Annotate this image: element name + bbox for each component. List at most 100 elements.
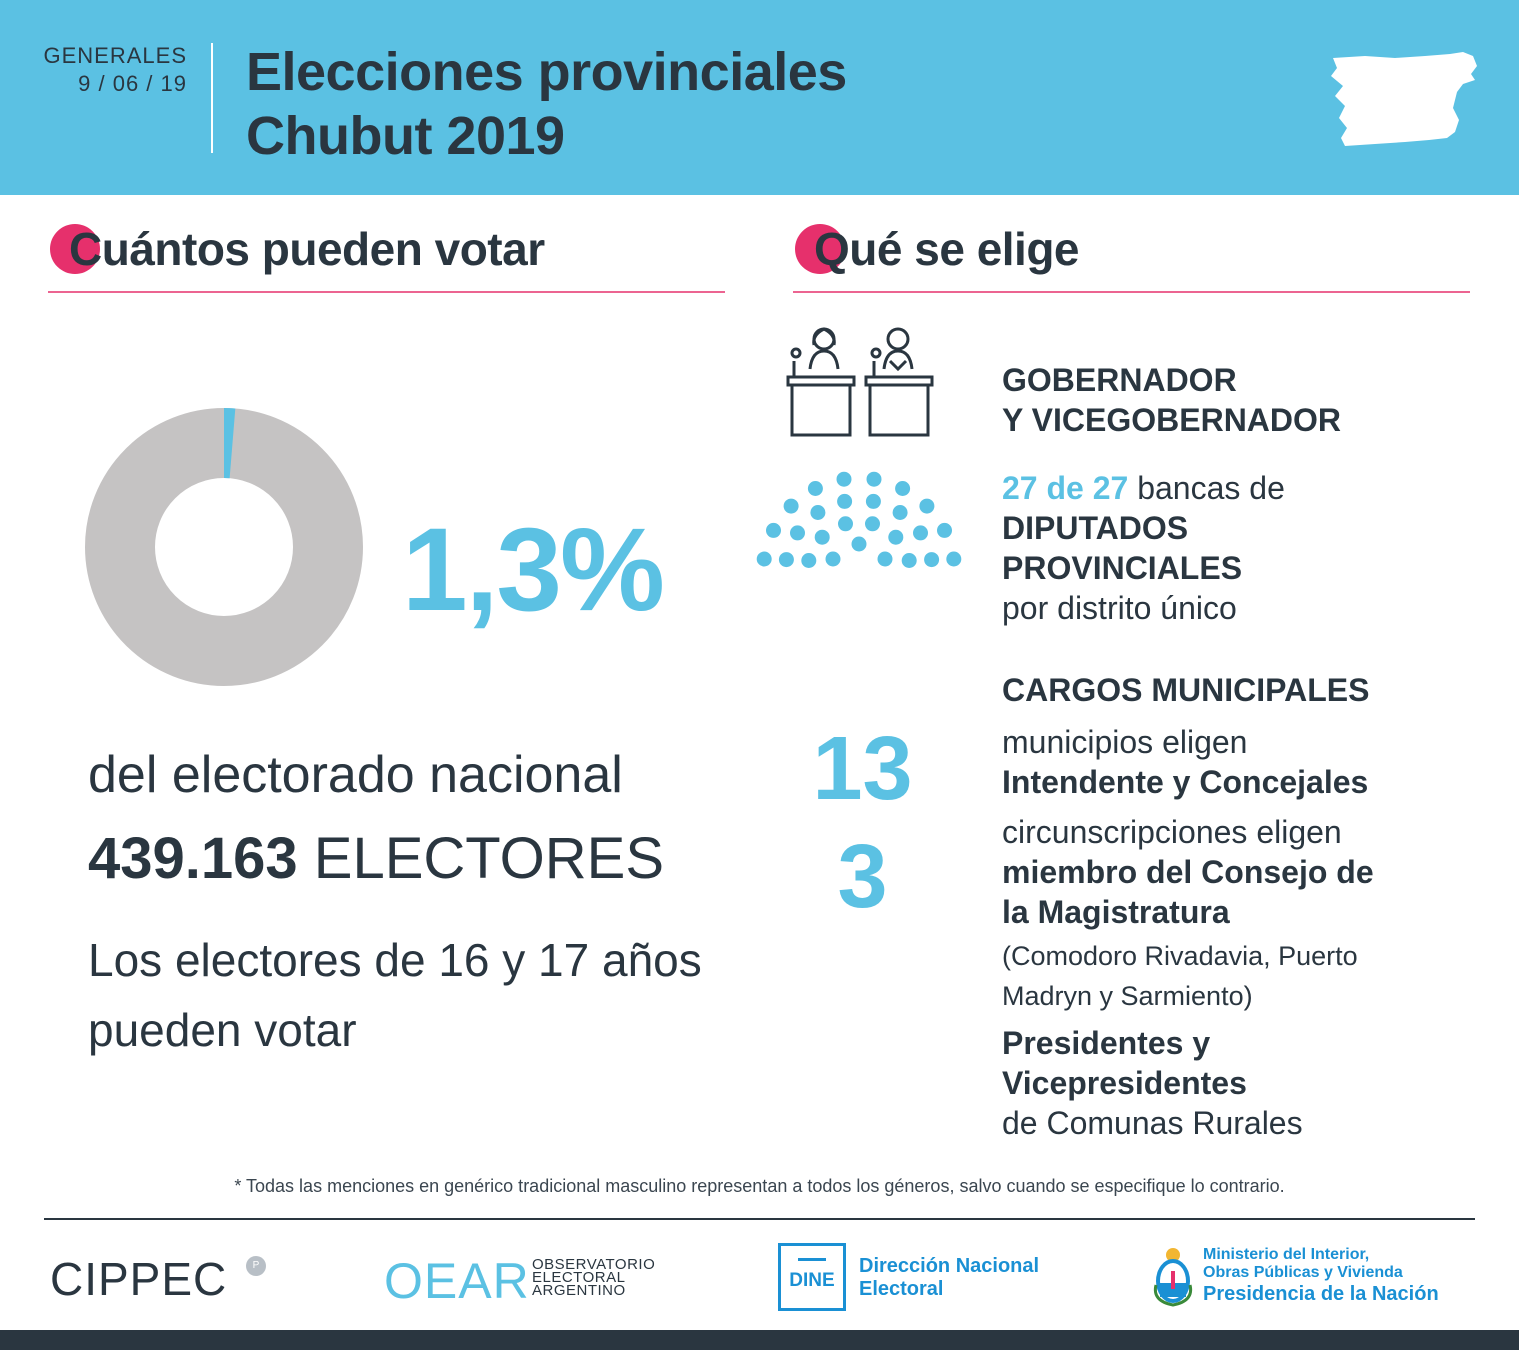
seat-dot — [778, 552, 794, 568]
governor-office: GOBERNADOR Y VICEGOBERNADOR — [1002, 360, 1341, 440]
voters-heading-underline — [48, 291, 725, 293]
dine-name: Dirección Nacional Electoral — [859, 1255, 1039, 1301]
seat-dot — [837, 493, 853, 509]
title-line-1: Elecciones provinciales — [246, 42, 847, 102]
deputies-title-line-1: DIPUTADOS — [1002, 510, 1189, 546]
deputies-seats: 27 de 27 — [1002, 470, 1129, 506]
circumscriptions-places: (Comodoro Rivadavia, Puerto Madryn y Sar… — [1002, 936, 1358, 1016]
seat-dot — [865, 493, 881, 509]
section-bullet-left — [50, 224, 100, 274]
seat-dot — [766, 522, 781, 538]
oear-line-1: OBSERVATORIO — [532, 1256, 656, 1273]
dine-logo-label: DINE — [789, 1270, 835, 1291]
oear-logo: OEAR — [384, 1253, 530, 1309]
election-type: GENERALES — [43, 43, 187, 68]
offices-heading-underline — [793, 291, 1470, 293]
seat-dot — [756, 551, 772, 567]
governor-line-2: Y VICEGOBERNADOR — [1002, 402, 1342, 438]
circumscriptions-places-line-2: Madryn y Sarmiento) — [1002, 981, 1253, 1011]
deputies-office: 27 de 27 bancas de DIPUTADOS PROVINCIALE… — [1002, 468, 1285, 628]
deputies-title-line-2: PROVINCIALES — [1002, 550, 1243, 586]
section-bullet-right — [795, 224, 845, 274]
rural-role-line-2: Vicepresidentes — [1002, 1065, 1247, 1101]
cippec-badge-icon: P — [246, 1256, 266, 1276]
title-line-2: Chubut 2019 — [246, 106, 565, 166]
seat-dot — [814, 529, 830, 545]
seat-dot — [924, 552, 940, 568]
header-divider — [211, 43, 213, 153]
seat-dot — [865, 516, 880, 532]
seat-dot — [801, 553, 817, 568]
oear-logo-subtitle: OBSERVATORIO ELECTORAL ARGENTINO — [532, 1256, 656, 1299]
municipalities-count: 13 — [812, 719, 913, 819]
ministry-name: Ministerio del Interior, Obras Públicas … — [1203, 1246, 1439, 1306]
electors-count: 439.163 — [88, 826, 298, 891]
seat-dot — [790, 525, 805, 541]
deputies-district: por distrito único — [1002, 590, 1237, 626]
circumscriptions-role-line-2: la Magistratura — [1002, 894, 1230, 930]
voters-heading: Cuántos pueden votar — [69, 223, 545, 275]
circumscriptions-text: circunscripciones eligen — [1002, 814, 1342, 850]
seat-dot — [888, 529, 904, 545]
offices-heading: Qué se elige — [814, 223, 1080, 275]
seat-dot — [919, 498, 935, 514]
ministry-line-2: Obras Públicas y Vivienda — [1203, 1264, 1403, 1281]
electors-line: 439.163 ELECTORES — [88, 825, 664, 892]
national-electorate-label: del electorado nacional — [88, 746, 623, 804]
electors-label: ELECTORES — [313, 826, 665, 891]
podium-icon — [786, 327, 934, 437]
gender-footnote: * Todas las menciones en genérico tradic… — [234, 1176, 1285, 1196]
dine-logo-bar — [798, 1258, 826, 1261]
national-crest-icon — [1153, 1248, 1193, 1307]
seat-dot — [851, 536, 867, 552]
chamber-seats-icon — [756, 471, 962, 568]
dine-line-2: Electoral — [859, 1278, 944, 1300]
ministry-line-1: Ministerio del Interior, — [1203, 1246, 1370, 1263]
deputies-seats-suffix: bancas de — [1137, 470, 1285, 506]
young-voters-note: Los electores de 16 y 17 años pueden vot… — [88, 934, 702, 1056]
oear-line-2: ELECTORAL — [532, 1269, 626, 1286]
municipalities-block: municipios eligen Intendente y Concejale… — [1002, 722, 1368, 802]
circumscriptions-block: circunscripciones eligen miembro del Con… — [1002, 812, 1374, 932]
seat-dot — [836, 471, 852, 487]
deputies-seats-line: 27 de 27 bancas de — [1002, 468, 1285, 508]
header-banner: GENERALES 9 / 06 / 19 Elecciones provinc… — [0, 0, 1519, 195]
seat-dot — [807, 481, 823, 496]
seat-dot — [877, 551, 893, 567]
donut-share-slice — [85, 408, 363, 686]
dine-line-1: Dirección Nacional — [859, 1255, 1040, 1277]
seat-dot — [825, 551, 841, 567]
footer-divider — [44, 1218, 1475, 1220]
seat-dot — [937, 522, 952, 538]
circumscriptions-places-line-1: (Comodoro Rivadavia, Puerto — [1002, 941, 1358, 971]
seat-dot — [810, 505, 826, 520]
ministry-line-3: Presidencia de la Nación — [1203, 1283, 1439, 1305]
rural-text: de Comunas Rurales — [1002, 1105, 1303, 1141]
rural-role-line-1: Presidentes y — [1002, 1025, 1211, 1061]
municipalities-role: Intendente y Concejales — [1002, 764, 1369, 800]
oear-line-3: ARGENTINO — [532, 1282, 626, 1299]
electorate-share-donut — [85, 408, 363, 686]
seat-dot — [866, 471, 882, 487]
seat-dot — [838, 516, 853, 532]
circumscriptions-count: 3 — [837, 827, 888, 927]
election-date-value: 9 / 06 / 19 — [78, 71, 187, 96]
chubut-map-icon — [1331, 52, 1477, 146]
seat-dot — [895, 481, 911, 496]
circumscriptions-role-line-1: miembro del Consejo de — [1002, 854, 1374, 890]
seat-dot — [783, 498, 799, 514]
electorate-share-value: 1,3% — [402, 504, 665, 636]
page-title: Elecciones provinciales Chubut 2019 — [246, 40, 847, 168]
rural-block: Presidentes y Vicepresidentes de Comunas… — [1002, 1023, 1303, 1143]
municipalities-text: municipios eligen — [1002, 724, 1248, 760]
dine-logo: DINE — [778, 1243, 846, 1311]
seat-dot — [892, 505, 908, 520]
seat-dot — [946, 551, 962, 567]
election-date: GENERALES 9 / 06 / 19 — [44, 42, 188, 98]
bottom-bar — [0, 1330, 1519, 1350]
governor-line-1: GOBERNADOR — [1002, 362, 1237, 398]
seat-dot — [913, 525, 928, 541]
municipal-title: CARGOS MUNICIPALES — [1002, 672, 1370, 708]
seat-dot — [901, 553, 917, 568]
cippec-logo: CIPPEC — [50, 1253, 228, 1305]
